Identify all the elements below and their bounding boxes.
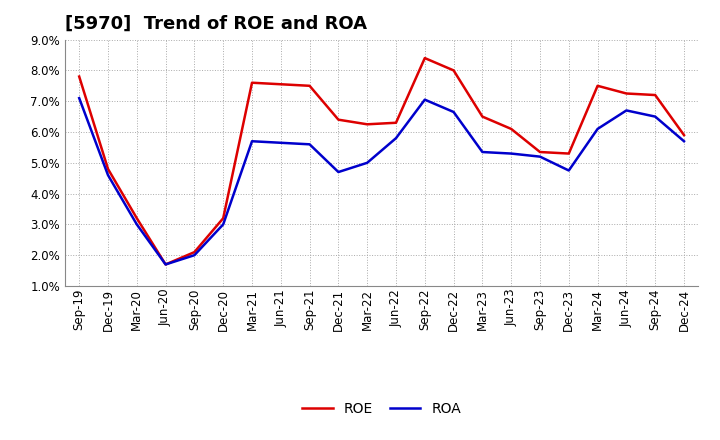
- ROE: [478, 114, 487, 119]
- ROA: [132, 222, 141, 227]
- ROE: [449, 68, 458, 73]
- ROA: [449, 109, 458, 114]
- Line: ROE: ROE: [79, 58, 684, 264]
- ROE: [420, 55, 429, 61]
- ROE: [190, 249, 199, 255]
- ROE: [536, 150, 544, 155]
- ROE: [564, 151, 573, 156]
- ROE: [392, 120, 400, 125]
- ROA: [507, 151, 516, 156]
- Text: [5970]  Trend of ROE and ROA: [5970] Trend of ROE and ROA: [65, 15, 366, 33]
- ROA: [161, 262, 170, 267]
- ROE: [651, 92, 660, 98]
- ROA: [363, 160, 372, 165]
- ROA: [564, 168, 573, 173]
- ROA: [593, 126, 602, 132]
- ROA: [75, 95, 84, 101]
- ROA: [305, 142, 314, 147]
- ROA: [104, 172, 112, 178]
- ROA: [622, 108, 631, 113]
- ROA: [334, 169, 343, 175]
- ROE: [507, 126, 516, 132]
- ROE: [305, 83, 314, 88]
- ROE: [593, 83, 602, 88]
- ROE: [363, 121, 372, 127]
- ROA: [219, 222, 228, 227]
- ROE: [132, 216, 141, 221]
- ROA: [478, 150, 487, 155]
- ROA: [392, 136, 400, 141]
- ROA: [248, 139, 256, 144]
- ROE: [334, 117, 343, 122]
- ROE: [219, 216, 228, 221]
- ROA: [190, 253, 199, 258]
- ROE: [75, 74, 84, 79]
- ROE: [622, 91, 631, 96]
- Line: ROA: ROA: [79, 98, 684, 264]
- ROA: [420, 97, 429, 102]
- ROA: [536, 154, 544, 159]
- ROE: [680, 132, 688, 138]
- ROA: [651, 114, 660, 119]
- Legend: ROE, ROA: ROE, ROA: [297, 396, 467, 422]
- ROE: [161, 262, 170, 267]
- ROE: [276, 81, 285, 87]
- ROA: [276, 140, 285, 145]
- ROE: [104, 166, 112, 172]
- ROA: [680, 139, 688, 144]
- ROE: [248, 80, 256, 85]
